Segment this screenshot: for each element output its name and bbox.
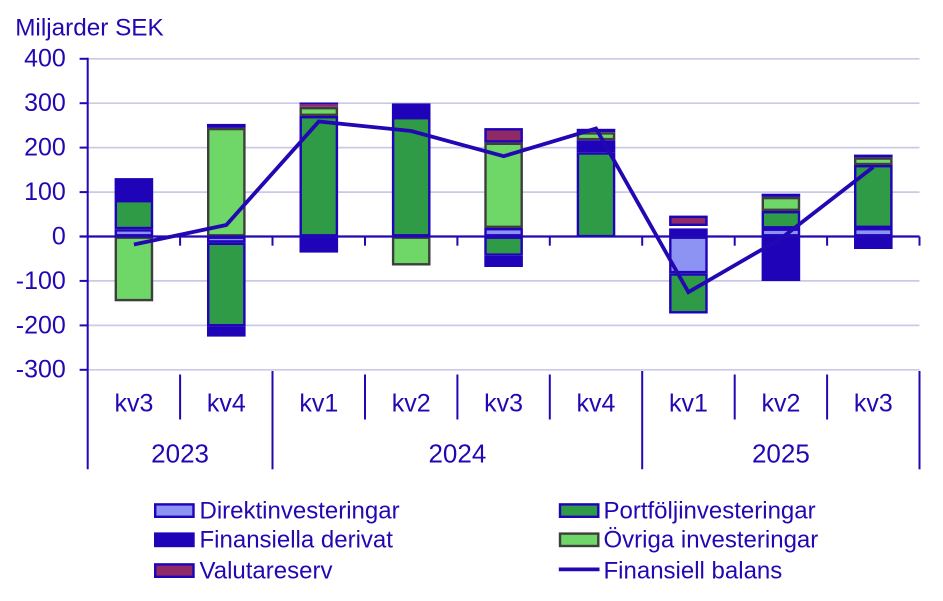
svg-text:Portföljinvesteringar: Portföljinvesteringar: [604, 497, 816, 524]
svg-text:0: 0: [52, 222, 66, 250]
svg-text:kv1: kv1: [299, 390, 338, 418]
svg-text:2023: 2023: [151, 438, 209, 468]
svg-text:kv3: kv3: [854, 390, 893, 418]
svg-text:300: 300: [24, 89, 66, 117]
svg-text:-200: -200: [16, 311, 66, 339]
svg-text:kv2: kv2: [392, 390, 431, 418]
svg-text:Övriga investeringar: Övriga investeringar: [604, 527, 819, 554]
svg-text:kv3: kv3: [114, 390, 153, 418]
svg-text:-100: -100: [16, 267, 66, 295]
svg-text:400: 400: [24, 45, 66, 73]
svg-text:kv4: kv4: [207, 390, 246, 418]
svg-text:kv2: kv2: [761, 390, 800, 418]
svg-text:kv3: kv3: [484, 390, 523, 418]
svg-text:2024: 2024: [428, 438, 486, 468]
svg-text:200: 200: [24, 134, 66, 162]
svg-text:Miljarder SEK: Miljarder SEK: [15, 15, 164, 42]
svg-text:Direktinvesteringar: Direktinvesteringar: [200, 497, 400, 524]
svg-text:2025: 2025: [752, 438, 810, 468]
svg-text:kv1: kv1: [669, 390, 708, 418]
svg-text:kv4: kv4: [577, 390, 616, 418]
svg-text:Valutareserv: Valutareserv: [200, 557, 333, 584]
svg-text:Finansiell balans: Finansiell balans: [604, 557, 783, 584]
svg-text:100: 100: [24, 178, 66, 206]
svg-text:Finansiella derivat: Finansiella derivat: [200, 527, 394, 554]
svg-text:-300: -300: [16, 356, 66, 384]
